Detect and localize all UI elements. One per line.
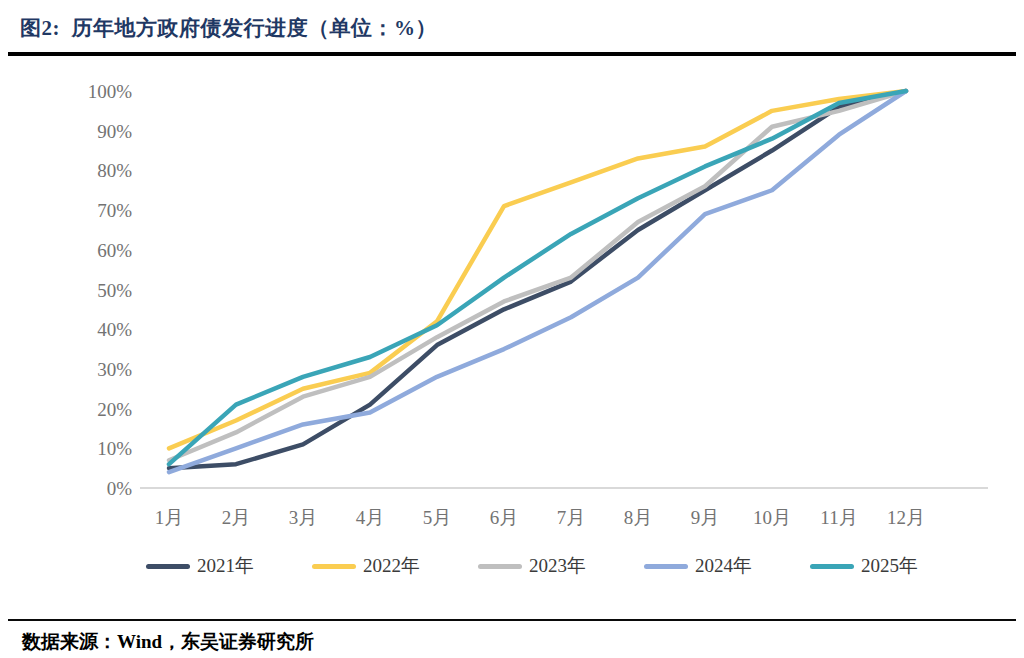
x-axis-tick-label: 11月 <box>820 507 857 528</box>
series-line-2024年 <box>169 91 906 472</box>
y-axis-tick-label: 60% <box>97 240 132 261</box>
legend-swatch <box>810 564 854 569</box>
legend-swatch <box>312 564 356 569</box>
x-axis-tick-label: 3月 <box>289 507 318 528</box>
y-axis-tick-label: 80% <box>97 160 132 181</box>
legend-swatch <box>146 564 190 569</box>
y-axis-tick-label: 70% <box>97 200 132 221</box>
footer-divider <box>8 619 1016 621</box>
x-axis-tick-label: 2月 <box>222 507 251 528</box>
legend-item-2024年: 2024年 <box>644 553 752 579</box>
series-line-2022年 <box>169 91 906 448</box>
legend-label: 2022年 <box>363 553 420 579</box>
legend-item-2025年: 2025年 <box>810 553 918 579</box>
y-axis-tick-label: 40% <box>97 319 132 340</box>
x-axis-tick-label: 7月 <box>557 507 586 528</box>
x-axis-tick-label: 5月 <box>423 507 452 528</box>
x-axis-tick-label: 8月 <box>624 507 653 528</box>
figure-page: 图2: 历年地方政府债发行进度（单位：%） 0%10%20%30%40%50%6… <box>0 0 1024 658</box>
line-chart: 0% 10% 20% 30% 40% 50% 60% 70% 80% 90% 100% 1月 2月 3月 4… <box>0 0 1024 545</box>
legend-item-2022年: 2022年 <box>312 553 420 579</box>
y-axis-tick-label: 10% <box>97 438 132 459</box>
y-axis-tick-label: 0% <box>107 478 133 499</box>
legend-label: 2023年 <box>529 553 586 579</box>
y-axis-tick-label: 50% <box>97 280 132 301</box>
x-axis-tick-label: 4月 <box>356 507 385 528</box>
series-line-2023年 <box>169 91 906 460</box>
x-axis-tick-label: 9月 <box>691 507 720 528</box>
legend-swatch <box>644 564 688 569</box>
x-axis-tick-label: 1月 <box>155 507 184 528</box>
x-axis-tick-label: 12月 <box>887 507 925 528</box>
x-axis-tick-label: 6月 <box>490 507 519 528</box>
y-axis-tick-label: 100% <box>88 81 133 102</box>
legend-label: 2024年 <box>695 553 752 579</box>
y-axis-tick-label: 20% <box>97 399 132 420</box>
data-source: 数据来源：Wind，东吴证券研究所 <box>22 629 314 655</box>
x-axis-tick-label: 10月 <box>753 507 791 528</box>
legend-label: 2021年 <box>197 553 254 579</box>
legend-swatch <box>478 564 522 569</box>
legend-label: 2025年 <box>861 553 918 579</box>
chart-legend: 2021年 2022年 2023年 2024年 2025年 <box>146 553 918 579</box>
legend-item-2023年: 2023年 <box>478 553 586 579</box>
y-axis-tick-label: 90% <box>97 121 132 142</box>
y-axis-tick-label: 30% <box>97 359 132 380</box>
legend-item-2021年: 2021年 <box>146 553 254 579</box>
